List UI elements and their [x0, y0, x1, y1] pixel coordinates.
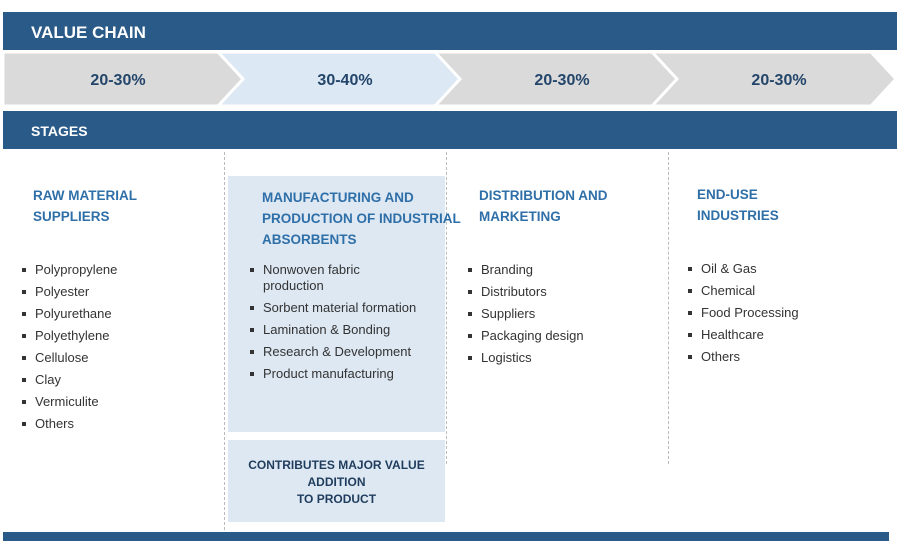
title-line: END-USE	[697, 187, 758, 202]
highlight-box	[228, 176, 445, 432]
column-title: END-USE INDUSTRIES	[697, 184, 779, 226]
list-item: Cellulose	[22, 350, 222, 366]
list-item: Others	[22, 416, 222, 432]
list-item: Research & Development	[250, 344, 420, 360]
list-item: Polypropylene	[22, 262, 222, 278]
title-line: SUPPLIERS	[33, 209, 110, 224]
divider	[224, 152, 225, 530]
item-list: Oil & Gas Chemical Food Processing Healthca…	[688, 261, 888, 371]
list-item: Logistics	[468, 350, 668, 366]
title-line: DISTRIBUTION AND	[479, 188, 608, 203]
note-line: TO PRODUCT	[296, 492, 377, 506]
header-bar: VALUE CHAIN	[3, 12, 897, 50]
item-list: Polypropylene Polyester Polyurethane Polyet…	[22, 262, 222, 438]
column-title: DISTRIBUTION AND MARKETING	[479, 185, 608, 227]
list-item: Packaging design	[468, 328, 668, 344]
list-item: Vermiculite	[22, 394, 222, 410]
list-item: Food Processing	[688, 305, 888, 321]
chevron-label: 20-30%	[751, 72, 806, 89]
list-item: Branding	[468, 262, 668, 278]
column-title: RAW MATERIAL SUPPLIERS	[33, 185, 137, 227]
divider	[446, 152, 447, 464]
chevron-label: 20-30%	[90, 72, 145, 89]
list-item: Lamination & Bonding	[250, 322, 420, 338]
list-item: Suppliers	[468, 306, 668, 322]
value-note: CONTRIBUTES MAJOR VALUE ADDITION TO PRODUC…	[228, 440, 445, 522]
title-line: ABSORBENTS	[262, 232, 357, 247]
list-item: Nonwoven fabric production	[250, 262, 420, 294]
list-item: Chemical	[688, 283, 888, 299]
list-item: Sorbent material formation	[250, 300, 420, 316]
list-item: Polyester	[22, 284, 222, 300]
list-item: Clay	[22, 372, 222, 388]
title-line: MARKETING	[479, 209, 561, 224]
stages-label: STAGES	[31, 123, 88, 139]
divider	[668, 152, 669, 464]
list-item: Healthcare	[688, 327, 888, 343]
header-title: VALUE CHAIN	[31, 23, 146, 42]
list-item: Distributors	[468, 284, 668, 300]
title-line: MANUFACTURING AND	[262, 190, 414, 205]
chevron	[648, 50, 899, 108]
list-item: Others	[688, 349, 888, 365]
chevron-label: 30-40%	[317, 72, 372, 89]
list-item: Polyethylene	[22, 328, 222, 344]
title-line: INDUSTRIES	[697, 208, 779, 223]
title-line: RAW MATERIAL	[33, 188, 137, 203]
title-line: PRODUCTION OF INDUSTRIAL	[262, 211, 461, 226]
chevron-row: 20-30% 30-40% 20-30% 20-30%	[1, 50, 899, 108]
chevron-label: 20-30%	[534, 72, 589, 89]
list-item: Polyurethane	[22, 306, 222, 322]
stages-bar: STAGES	[3, 111, 897, 149]
note-line: CONTRIBUTES MAJOR VALUE	[248, 458, 425, 472]
item-list: Branding Distributors Suppliers Packaging d…	[468, 262, 668, 372]
footer-bar	[3, 532, 889, 541]
note-line: ADDITION	[307, 475, 366, 489]
column-title: MANUFACTURING AND PRODUCTION OF INDUSTRIA…	[262, 187, 461, 250]
list-item: Oil & Gas	[688, 261, 888, 277]
item-list: Nonwoven fabric production Sorbent materi…	[250, 262, 420, 388]
list-item: Product manufacturing	[250, 366, 420, 382]
